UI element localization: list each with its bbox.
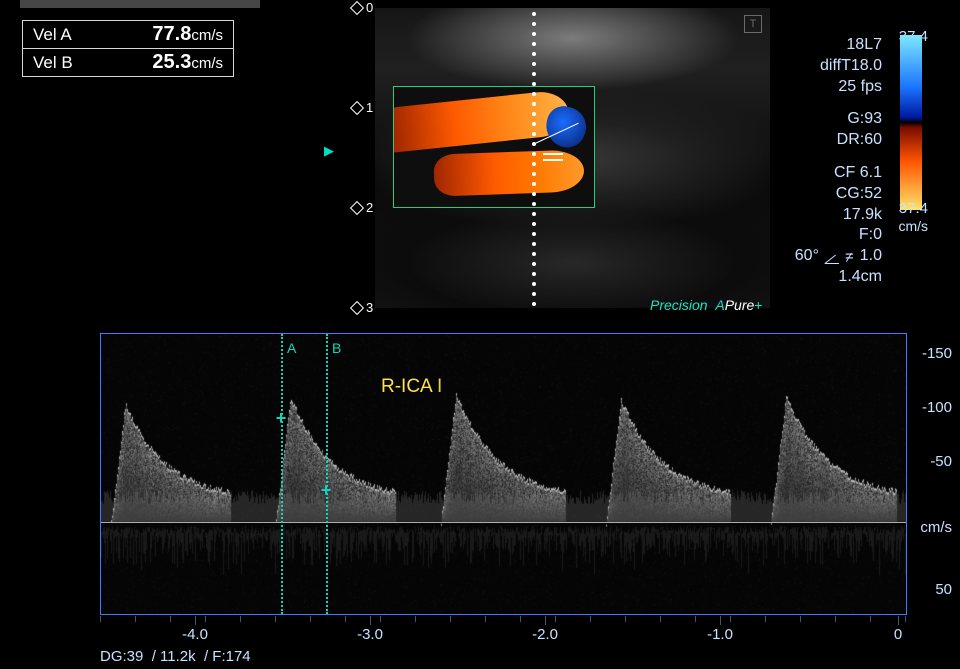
acquisition-params: 18L7 diffT18.0 25 fps G:93 DR:60 CF 6.1 … [795,35,882,288]
depth-tick: 2 [350,200,373,215]
time-tick-label: -2.0 [532,626,558,643]
param-diff: diffT18.0 [795,56,882,77]
param-filter: F:0 [795,225,882,246]
focus-pointer-icon: ▶ [324,143,334,159]
vel-a-value: 77.8cm/s [152,23,223,46]
color-doppler-roi[interactable] [393,86,595,208]
depth-tick: 0 [350,0,373,15]
vel-a-row: Vel A 77.8cm/s [23,21,233,48]
t-marker: T [744,15,762,33]
param-dr: DR:60 [795,130,882,151]
time-tick-label: -1.0 [707,626,733,643]
depth-tick: 1 [350,100,373,115]
caliper-b-cross-icon[interactable]: + [321,481,332,499]
vel-b-label: Vel B [33,53,73,73]
time-tick-label: -4.0 [182,626,208,643]
colorbar-min: 37.4 [899,200,928,217]
caliper-b-label: B [332,340,341,356]
caliper-a-label: A [287,340,296,356]
time-tick-label: 0 [894,626,902,643]
caliper-a-line[interactable] [281,334,283,614]
time-axis: -4.0 -3.0 -2.0 -1.0 0 [100,621,905,645]
spectral-doppler-panel[interactable]: R-ICA I A + B + [100,333,907,615]
sample-volume-gate[interactable] [543,153,563,155]
vel-scale-tick: 50 [935,581,952,598]
vel-scale-tick: -50 [930,453,952,470]
vel-b-row: Vel B 25.3cm/s [23,48,233,76]
spectral-label: R-ICA I [381,376,442,398]
param-freq: 17.9k [795,205,882,226]
colorbar-unit: cm/s [898,218,928,234]
vel-b-value: 25.3cm/s [152,51,223,74]
velocity-readout-box: Vel A 77.8cm/s Vel B 25.3cm/s [22,20,234,77]
spectral-baseline [101,522,906,523]
top-bar-fragment [20,0,260,8]
colorbar [900,35,922,210]
time-tick-label: -3.0 [357,626,383,643]
caliper-b-line[interactable] [326,334,328,614]
param-distance: 1.4cm [795,267,882,288]
param-fps: 25 fps [795,77,882,98]
footer-readout: DG:39 / 11.2k / F:174 [100,648,251,665]
param-cf: CF 6.1 [795,163,882,184]
brand-label: Precision APure+ [650,297,762,313]
depth-scale: 0 1 2 3 [350,8,372,308]
vel-scale-tick: cm/s [920,519,952,536]
param-cg: CG:52 [795,184,882,205]
vel-scale-tick: -100 [922,399,952,416]
bmode-image[interactable] [375,8,770,308]
depth-tick: 3 [350,300,373,315]
caliper-a-cross-icon[interactable]: + [276,409,287,427]
angle-icon [825,250,839,264]
spectral-velocity-scale: -150 -100 -50 cm/s 50 [912,333,956,613]
param-angle-row: 60° =1.0 [795,246,882,267]
spectral-waveform [101,334,906,614]
param-probe: 18L7 [795,35,882,56]
vel-scale-tick: -150 [922,345,952,362]
param-gain: G:93 [795,109,882,130]
vel-a-label: Vel A [33,25,72,45]
